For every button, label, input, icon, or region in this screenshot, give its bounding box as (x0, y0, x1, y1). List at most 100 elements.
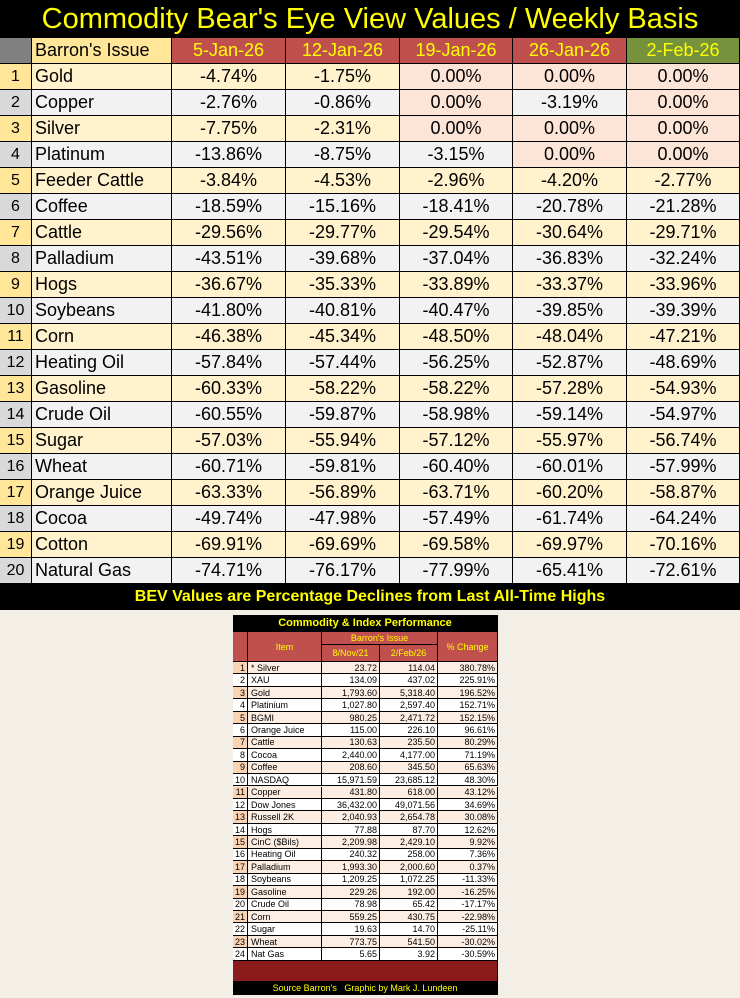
value-cell: -43.51% (172, 246, 286, 272)
row-number: 12 (233, 798, 248, 812)
value-cell: 559.25 (322, 911, 380, 924)
row-number: 10 (233, 774, 248, 787)
row-number: 3 (0, 116, 32, 142)
value-cell: -4.74% (172, 64, 286, 90)
value-cell: 1,027.80 (322, 699, 380, 712)
column-header: 8/Nov/21 (322, 645, 380, 662)
value-cell: -11.33% (438, 873, 498, 887)
item-name: Palladium (32, 246, 172, 272)
value-cell: -48.04% (513, 324, 627, 350)
item-name: Cocoa (32, 506, 172, 532)
value-cell: -56.25% (400, 350, 513, 376)
column-header: 19-Jan-26 (400, 38, 513, 64)
value-cell: -46.38% (172, 324, 286, 350)
value-cell: 23.72 (322, 662, 380, 675)
value-cell: -76.17% (286, 558, 400, 584)
value-cell: 30.08% (438, 811, 498, 824)
item-name: Crude Oil (248, 898, 322, 911)
row-number: 10 (0, 298, 32, 324)
value-cell: -2.31% (286, 116, 400, 142)
spacer (233, 960, 498, 982)
row-number: 15 (233, 836, 248, 849)
row-number: 8 (0, 246, 32, 272)
value-cell: 229.26 (322, 886, 380, 899)
column-header: % Change (438, 632, 498, 662)
value-cell: -15.16% (286, 194, 400, 220)
item-name: Corn (248, 911, 322, 924)
row-number: 7 (233, 736, 248, 750)
footer: Source Barron's Graphic by Mark J. Lunde… (233, 982, 498, 995)
item-name: Silver (32, 116, 172, 142)
value-cell: 2,000.60 (380, 861, 438, 874)
value-cell: 0.00% (400, 116, 513, 142)
value-cell: -2.96% (400, 168, 513, 194)
value-cell: -7.75% (172, 116, 286, 142)
value-cell: 258.00 (380, 848, 438, 862)
title: Commodity Bear's Eye View Values / Weekl… (0, 0, 740, 38)
value-cell: -69.97% (513, 532, 627, 558)
row-number: 21 (233, 911, 248, 924)
value-cell: -69.58% (400, 532, 513, 558)
value-cell: -49.74% (172, 506, 286, 532)
value-cell: -17.17% (438, 898, 498, 911)
value-cell: -57.49% (400, 506, 513, 532)
row-number: 19 (0, 532, 32, 558)
row-number: 11 (233, 786, 248, 799)
value-cell: 1,793.60 (322, 686, 380, 700)
value-cell: 115.00 (322, 724, 380, 737)
value-cell: 96.61% (438, 724, 498, 737)
value-cell: -60.55% (172, 402, 286, 428)
value-cell: -16.25% (438, 886, 498, 899)
row-number: 9 (233, 761, 248, 775)
value-cell: -3.19% (513, 90, 627, 116)
column-header: 2-Feb-26 (627, 38, 740, 64)
value-cell: 1,993.30 (322, 861, 380, 874)
value-cell: 0.00% (627, 142, 740, 168)
row-number: 23 (233, 935, 248, 949)
value-cell: -61.74% (513, 506, 627, 532)
value-cell: 2,040.93 (322, 811, 380, 824)
value-cell: 240.32 (322, 848, 380, 862)
value-cell: 15,971.59 (322, 774, 380, 787)
value-cell: 541.50 (380, 935, 438, 949)
item-name: Heating Oil (32, 350, 172, 376)
item-name: Gold (248, 686, 322, 700)
value-cell: -33.37% (513, 272, 627, 298)
value-cell: 225.91% (438, 674, 498, 687)
value-cell: -52.87% (513, 350, 627, 376)
item-name: Russell 2K (248, 811, 322, 824)
row-number: 7 (0, 220, 32, 246)
row-number: 14 (0, 402, 32, 428)
value-cell: -69.69% (286, 532, 400, 558)
value-cell: -4.53% (286, 168, 400, 194)
row-number: 16 (0, 454, 32, 480)
value-cell: -30.59% (438, 948, 498, 961)
value-cell: -47.21% (627, 324, 740, 350)
item-name: Feeder Cattle (32, 168, 172, 194)
value-cell: -33.89% (400, 272, 513, 298)
value-cell: -63.33% (172, 480, 286, 506)
value-cell: -32.24% (627, 246, 740, 272)
item-name: Coffee (32, 194, 172, 220)
value-cell: 2,654.78 (380, 811, 438, 824)
value-cell: -55.97% (513, 428, 627, 454)
item-name: Heating Oil (248, 848, 322, 862)
value-cell: -36.67% (172, 272, 286, 298)
corner (0, 38, 32, 64)
value-cell: -58.87% (627, 480, 740, 506)
value-cell: -65.41% (513, 558, 627, 584)
item-name: XAU (248, 674, 322, 687)
value-cell: -40.47% (400, 298, 513, 324)
item-name: Natural Gas (32, 558, 172, 584)
value-cell: -25.11% (438, 923, 498, 936)
value-cell: 1,072.25 (380, 873, 438, 887)
value-cell: -59.81% (286, 454, 400, 480)
value-cell: -57.03% (172, 428, 286, 454)
value-cell: -59.14% (513, 402, 627, 428)
value-cell: 430.75 (380, 911, 438, 924)
item-name: Gold (32, 64, 172, 90)
value-cell: 618.00 (380, 786, 438, 799)
value-cell: -36.83% (513, 246, 627, 272)
value-cell: 23,685.12 (380, 774, 438, 787)
value-cell: 3.92 (380, 948, 438, 961)
